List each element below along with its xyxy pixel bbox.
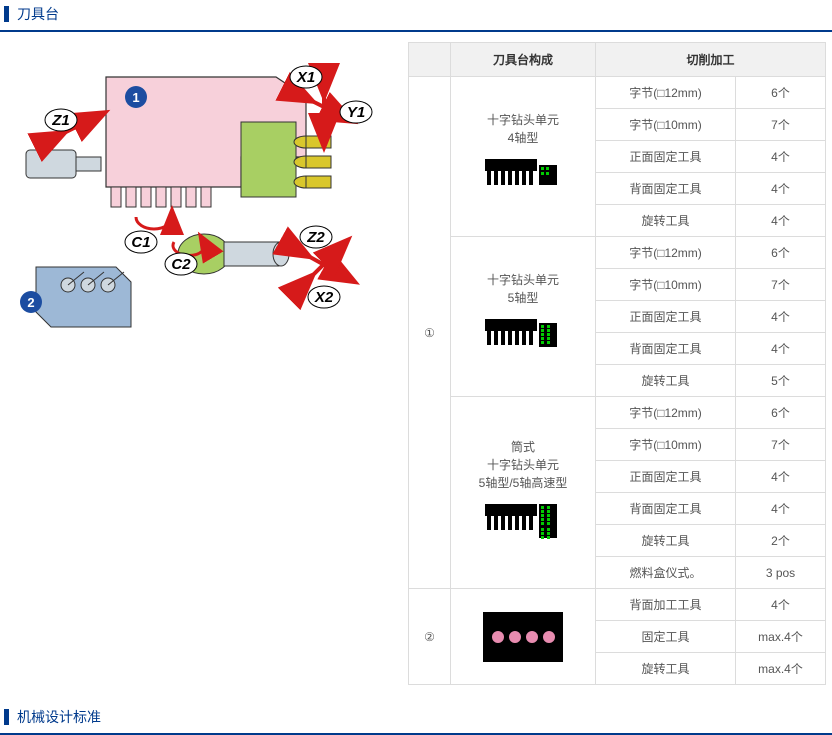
table-row: 筒式十字钻头单元5轴型/5轴高速型 字节(□12mm)6个 [409, 397, 826, 429]
svg-text:C1: C1 [131, 234, 150, 251]
spec-label: 字节(□10mm) [596, 429, 736, 461]
drill-unit-icon [481, 498, 565, 542]
dots-unit-icon [483, 612, 563, 662]
drill-unit-icon [481, 153, 565, 197]
table-row: ①十字钻头单元4轴型 字节(□12mm)6个 [409, 77, 826, 109]
svg-text:2: 2 [27, 295, 34, 310]
svg-text:Y1: Y1 [347, 104, 365, 121]
svg-text:Z2: Z2 [306, 229, 325, 246]
config-text: 4轴型 [457, 129, 589, 147]
spec-value: max.4个 [736, 653, 826, 685]
spec-value: 2个 [736, 525, 826, 557]
table-row: 十字钻头单元5轴型 字节(□12mm)6个 [409, 237, 826, 269]
config-text: 筒式 [457, 438, 589, 456]
spec-value: 4个 [736, 461, 826, 493]
spec-table: 刀具台构成 切削加工 ①十字钻头单元4轴型 字节(□12mm)6个字节(□10m… [408, 42, 826, 685]
drill-unit-icon [481, 313, 565, 357]
config-cell: 筒式十字钻头单元5轴型/5轴高速型 [451, 397, 596, 589]
spec-value: 4个 [736, 173, 826, 205]
spec-value: 5个 [736, 365, 826, 397]
col-machining: 切削加工 [596, 43, 826, 77]
spec-label: 正面固定工具 [596, 141, 736, 173]
spec-label: 字节(□12mm) [596, 77, 736, 109]
col-config: 刀具台构成 [451, 43, 596, 77]
spec-value: 7个 [736, 429, 826, 461]
spec-label: 固定工具 [596, 621, 736, 653]
spec-label: 背面加工工具 [596, 589, 736, 621]
config-cell [451, 589, 596, 685]
spec-value: max.4个 [736, 621, 826, 653]
spec-label: 旋转工具 [596, 525, 736, 557]
config-text: 5轴型/5轴高速型 [457, 474, 589, 492]
spec-label: 燃料盒仪式。 [596, 557, 736, 589]
header-bar-icon [4, 709, 9, 725]
diagram-svg: 1 2 Z1 X1 Y1 C1 C2 Z2 X2 [6, 42, 396, 352]
section-title-1: 刀具台 [17, 4, 59, 24]
spec-label: 字节(□12mm) [596, 237, 736, 269]
config-text: 十字钻头单元 [457, 271, 589, 289]
config-cell: 十字钻头单元4轴型 [451, 77, 596, 237]
svg-text:Z1: Z1 [51, 112, 70, 129]
spec-label: 正面固定工具 [596, 461, 736, 493]
spec-label: 旋转工具 [596, 653, 736, 685]
spec-table-wrapper: 刀具台构成 切削加工 ①十字钻头单元4轴型 字节(□12mm)6个字节(□10m… [408, 42, 826, 685]
config-text: 十字钻头单元 [457, 111, 589, 129]
section-header-1: 刀具台 [0, 0, 832, 32]
spec-value: 4个 [736, 589, 826, 621]
svg-text:C2: C2 [171, 256, 191, 273]
spec-label: 旋转工具 [596, 205, 736, 237]
config-cell: 十字钻头单元5轴型 [451, 237, 596, 397]
section-header-2: 机械设计标准 [0, 703, 832, 735]
spec-value: 4个 [736, 333, 826, 365]
config-text: 十字钻头单元 [457, 456, 589, 474]
spec-value: 4个 [736, 141, 826, 173]
spec-value: 4个 [736, 205, 826, 237]
spec-value: 7个 [736, 269, 826, 301]
spec-label: 旋转工具 [596, 365, 736, 397]
table-row: ② 背面加工工具4个 [409, 589, 826, 621]
spec-label: 背面固定工具 [596, 173, 736, 205]
config-text: 5轴型 [457, 289, 589, 307]
content-row: 1 2 Z1 X1 Y1 C1 C2 Z2 X2 刀具台构成 [0, 32, 832, 695]
spec-label: 背面固定工具 [596, 493, 736, 525]
spec-label: 背面固定工具 [596, 333, 736, 365]
spec-value: 4个 [736, 301, 826, 333]
spec-label: 字节(□12mm) [596, 397, 736, 429]
group-index: ② [409, 589, 451, 685]
spec-label: 正面固定工具 [596, 301, 736, 333]
group-index: ① [409, 77, 451, 589]
header-bar-icon [4, 6, 9, 22]
spec-value: 6个 [736, 77, 826, 109]
spec-value: 6个 [736, 397, 826, 429]
spec-label: 字节(□10mm) [596, 269, 736, 301]
spec-label: 字节(□10mm) [596, 109, 736, 141]
svg-text:X1: X1 [296, 69, 315, 86]
tool-post-diagram: 1 2 Z1 X1 Y1 C1 C2 Z2 X2 [6, 42, 396, 685]
svg-text:X2: X2 [314, 289, 334, 306]
spec-value: 7个 [736, 109, 826, 141]
spec-value: 6个 [736, 237, 826, 269]
spec-value: 3 pos [736, 557, 826, 589]
section-title-2: 机械设计标准 [17, 707, 101, 727]
spec-value: 4个 [736, 493, 826, 525]
svg-text:1: 1 [132, 90, 139, 105]
